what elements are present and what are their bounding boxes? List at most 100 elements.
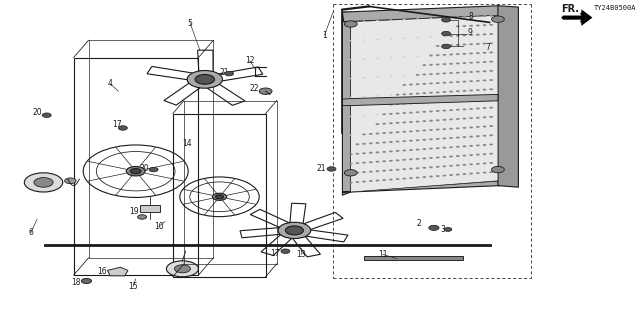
Circle shape: [476, 117, 480, 119]
Polygon shape: [351, 15, 498, 192]
Circle shape: [195, 75, 214, 84]
Circle shape: [422, 120, 426, 122]
Circle shape: [463, 173, 467, 175]
Circle shape: [429, 148, 433, 150]
Circle shape: [216, 195, 223, 199]
Circle shape: [476, 43, 480, 45]
Circle shape: [456, 90, 460, 92]
Circle shape: [416, 158, 420, 160]
Circle shape: [456, 62, 460, 64]
Circle shape: [429, 157, 433, 159]
Circle shape: [490, 98, 493, 100]
Circle shape: [403, 168, 406, 170]
Circle shape: [449, 156, 453, 157]
Circle shape: [463, 155, 467, 156]
Circle shape: [436, 101, 440, 103]
Circle shape: [349, 163, 353, 164]
Circle shape: [403, 37, 406, 39]
Circle shape: [436, 175, 440, 177]
Circle shape: [396, 150, 399, 152]
Circle shape: [469, 52, 473, 54]
Bar: [140, 205, 160, 212]
Circle shape: [483, 79, 486, 81]
Polygon shape: [108, 267, 128, 276]
Circle shape: [449, 91, 453, 92]
Circle shape: [126, 166, 145, 176]
Circle shape: [456, 16, 459, 18]
Circle shape: [436, 110, 440, 112]
Circle shape: [376, 170, 380, 172]
Circle shape: [492, 16, 504, 22]
Polygon shape: [498, 6, 518, 187]
Circle shape: [409, 177, 413, 179]
Circle shape: [490, 52, 493, 53]
Circle shape: [463, 25, 467, 27]
Circle shape: [422, 167, 426, 169]
Circle shape: [34, 178, 53, 187]
Text: 2: 2: [417, 220, 422, 228]
Circle shape: [449, 174, 453, 176]
Circle shape: [469, 80, 473, 82]
Circle shape: [369, 133, 372, 135]
Circle shape: [369, 142, 372, 144]
Circle shape: [363, 77, 365, 78]
Circle shape: [469, 16, 473, 18]
Circle shape: [476, 52, 480, 54]
Circle shape: [476, 80, 480, 82]
Circle shape: [449, 128, 453, 130]
Circle shape: [463, 164, 467, 166]
Circle shape: [442, 31, 451, 36]
Circle shape: [442, 119, 446, 121]
Circle shape: [456, 72, 460, 74]
Circle shape: [483, 107, 486, 109]
Text: 7: 7: [485, 43, 490, 52]
Circle shape: [456, 137, 460, 139]
Circle shape: [403, 56, 406, 58]
Circle shape: [442, 18, 451, 22]
Circle shape: [422, 157, 426, 159]
Text: 16: 16: [97, 267, 108, 276]
Circle shape: [416, 111, 420, 113]
Circle shape: [456, 44, 460, 46]
Circle shape: [429, 129, 433, 131]
Circle shape: [422, 74, 426, 76]
Circle shape: [429, 138, 433, 140]
Circle shape: [490, 171, 493, 173]
Circle shape: [436, 54, 440, 56]
Circle shape: [363, 96, 365, 97]
Circle shape: [429, 18, 432, 19]
Circle shape: [403, 131, 406, 133]
Circle shape: [442, 156, 446, 158]
Circle shape: [403, 103, 406, 105]
Circle shape: [396, 178, 399, 180]
Circle shape: [396, 94, 399, 96]
Text: TY24B0500A: TY24B0500A: [595, 5, 637, 11]
Circle shape: [463, 44, 467, 45]
Circle shape: [476, 126, 480, 128]
Circle shape: [355, 153, 359, 155]
Circle shape: [396, 103, 399, 105]
Circle shape: [138, 215, 147, 219]
Circle shape: [349, 21, 352, 22]
Circle shape: [355, 172, 359, 173]
Circle shape: [463, 53, 467, 55]
Circle shape: [456, 118, 460, 120]
Circle shape: [490, 24, 493, 26]
Circle shape: [187, 70, 223, 88]
Circle shape: [363, 39, 365, 41]
Circle shape: [403, 75, 406, 76]
Circle shape: [131, 169, 141, 174]
Circle shape: [376, 161, 380, 163]
Circle shape: [476, 15, 480, 17]
Circle shape: [442, 110, 446, 112]
Circle shape: [349, 78, 352, 79]
Circle shape: [376, 132, 380, 134]
Circle shape: [422, 92, 426, 94]
Circle shape: [449, 118, 453, 120]
Circle shape: [429, 101, 433, 103]
Circle shape: [416, 121, 420, 123]
Circle shape: [429, 176, 433, 178]
Circle shape: [490, 70, 493, 72]
Circle shape: [469, 71, 473, 73]
Circle shape: [490, 33, 493, 35]
